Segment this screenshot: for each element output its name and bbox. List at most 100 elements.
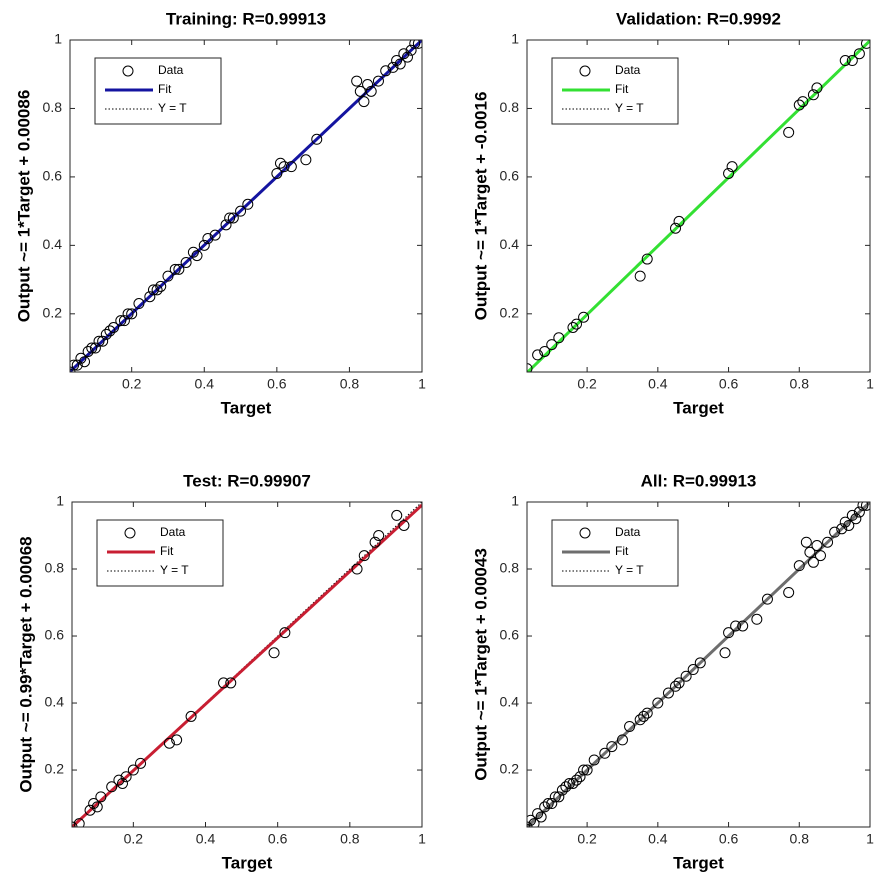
legend-marker (122, 65, 134, 77)
data-point (278, 161, 290, 173)
y-axis-label: Output ~= 1*Target + 0.00086 (14, 90, 33, 323)
data-point (100, 328, 112, 340)
data-point (829, 526, 841, 538)
data-point (225, 677, 237, 689)
data-point (761, 593, 773, 605)
x-tick-label: 0.8 (790, 376, 810, 392)
data-point (398, 519, 410, 531)
plot-content (527, 502, 870, 827)
data-point (556, 784, 568, 796)
x-tick-label: 0.8 (340, 376, 360, 392)
data-point (843, 519, 855, 531)
legend-label: Data (158, 63, 184, 77)
data-point (578, 311, 590, 323)
data-point (549, 791, 561, 803)
data-point (797, 96, 809, 108)
x-tick-label: 0.2 (577, 376, 597, 392)
x-axis-label: Target (673, 398, 724, 417)
data-point (641, 707, 653, 719)
data-point (581, 764, 593, 776)
y-tick-label: 0.8 (500, 560, 520, 576)
data-point (79, 356, 91, 368)
data-point (811, 82, 823, 94)
data-point (97, 335, 109, 347)
data-point (120, 771, 132, 783)
y-tick-label: 0.2 (500, 761, 520, 777)
y-tick-label: 1 (511, 31, 519, 47)
x-tick-label: 0.6 (267, 376, 287, 392)
y-tick-label: 0.8 (45, 560, 65, 576)
data-point (391, 55, 403, 67)
data-point (553, 791, 565, 803)
data-point (670, 680, 682, 692)
data-point (104, 325, 116, 337)
data-point (135, 757, 147, 769)
legend-label: Y = T (158, 101, 187, 115)
data-point (279, 627, 291, 639)
x-axis-label: Target (222, 853, 273, 872)
data-point (662, 687, 674, 699)
data-point (354, 85, 366, 97)
data-point (853, 48, 865, 60)
data-point (191, 250, 203, 262)
plot-content (527, 40, 870, 372)
data-point (144, 291, 156, 303)
data-point (638, 710, 650, 722)
data-point (599, 747, 611, 759)
y-axis-label: Output ~= 1*Target + 0.00043 (471, 548, 490, 781)
x-tick-label: 0.6 (268, 831, 288, 847)
data-point (737, 620, 749, 632)
x-tick-label: 1 (866, 376, 874, 392)
x-tick-label: 0.8 (790, 831, 810, 847)
data-point (274, 157, 286, 169)
data-point (127, 764, 139, 776)
data-point (652, 697, 664, 709)
data-point (624, 720, 636, 732)
data-point (670, 222, 682, 234)
data-point (227, 212, 239, 224)
data-point (311, 133, 323, 145)
data-point (169, 263, 181, 275)
data-point (528, 818, 540, 827)
data-point (220, 219, 232, 231)
data-point (535, 811, 547, 823)
data-point (394, 58, 406, 70)
data-point (726, 161, 738, 173)
y-tick-label: 0.6 (500, 168, 520, 184)
data-point (542, 798, 554, 810)
x-tick-label: 0.2 (577, 831, 597, 847)
data-point (73, 818, 85, 827)
data-point (793, 560, 805, 572)
y-tick-label: 0.4 (500, 236, 520, 252)
y-tick-label: 1 (56, 493, 64, 509)
y-tick-label: 0.6 (500, 627, 520, 643)
y-axis-label: Output ~= 1*Target + -0.0016 (471, 92, 490, 321)
y-tick-label: 0.6 (45, 627, 65, 643)
data-point (804, 546, 816, 558)
data-point (224, 212, 236, 224)
data-point (398, 48, 410, 60)
legend-label: Fit (158, 82, 172, 96)
data-point (108, 322, 120, 334)
data-point (365, 85, 377, 97)
data-point (723, 627, 735, 639)
data-point (147, 284, 159, 296)
data-point (539, 345, 551, 357)
x-tick-label: 0.4 (196, 831, 216, 847)
data-point (857, 502, 869, 511)
data-point (351, 75, 363, 87)
data-point (185, 710, 197, 722)
data-point (351, 563, 363, 575)
data-point (122, 308, 134, 320)
data-point (163, 737, 175, 749)
data-point (567, 322, 579, 334)
y-tick-label: 0.2 (500, 305, 520, 321)
data-point (680, 670, 692, 682)
data-point (71, 359, 83, 371)
chart-title: Training: R=0.99913 (166, 9, 326, 28)
data-point (553, 332, 565, 344)
data-point (155, 280, 167, 292)
data-point (235, 205, 247, 217)
x-tick-label: 0.6 (719, 831, 739, 847)
data-point (180, 256, 192, 268)
